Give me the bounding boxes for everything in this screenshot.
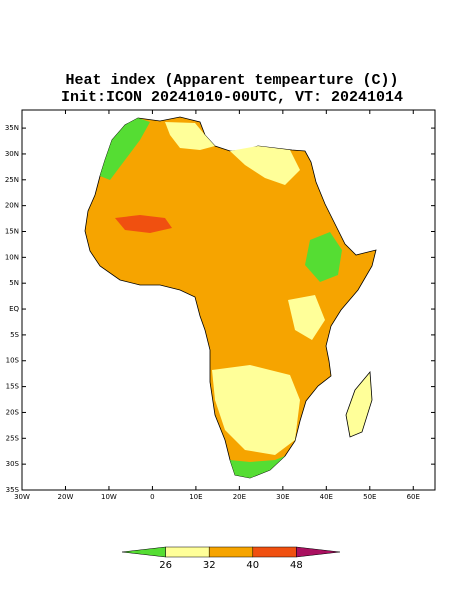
x-tick-label: 60E bbox=[407, 493, 420, 501]
colorbar-label: 48 bbox=[290, 560, 303, 571]
colorbar-swatch bbox=[208, 546, 254, 558]
green-zone bbox=[230, 456, 285, 478]
yellow-zone bbox=[230, 146, 300, 185]
yellow-zone bbox=[212, 365, 300, 455]
x-tick-label: 0 bbox=[150, 493, 154, 501]
x-tick-label: 40E bbox=[320, 493, 333, 501]
green-zone bbox=[100, 118, 150, 180]
y-tick-label: 20S bbox=[6, 408, 20, 416]
map-frame bbox=[21, 109, 436, 491]
y-tick-label: 35N bbox=[5, 124, 19, 132]
y-tick-label: 5N bbox=[9, 279, 19, 287]
colorbar-label: 26 bbox=[159, 560, 172, 571]
x-tick-label: 30W bbox=[14, 493, 30, 501]
x-tick-label: 30E bbox=[276, 493, 289, 501]
y-tick-label: 35S bbox=[6, 486, 20, 494]
y-tick-label: 15N bbox=[5, 227, 19, 235]
y-tick-label: 30N bbox=[5, 150, 19, 158]
red-zone bbox=[115, 215, 172, 233]
x-tick-label: 10W bbox=[101, 493, 117, 501]
x-tick-label: 20W bbox=[58, 493, 74, 501]
colorbar-swatch bbox=[296, 546, 341, 558]
colorbar-swatch bbox=[252, 546, 297, 558]
y-tick-label: 5S bbox=[10, 331, 19, 339]
y-tick-label: EQ bbox=[9, 305, 19, 313]
colorbar-label: 32 bbox=[203, 560, 216, 571]
y-tick-label: 30S bbox=[6, 460, 20, 468]
y-tick-label: 25N bbox=[5, 176, 19, 184]
y-tick-label: 10S bbox=[6, 357, 20, 365]
x-tick-label: 20E bbox=[233, 493, 246, 501]
y-tick-label: 20N bbox=[5, 202, 19, 210]
axes: 35N 30N 25N 20N 15N 10N 5N EQ 5S 10S 15S 20S 25S 30S 3… bbox=[5, 110, 435, 501]
colorbar-label: 40 bbox=[246, 560, 259, 571]
colorbar: 26 32 40 48 bbox=[121, 546, 341, 571]
madagascar bbox=[345, 370, 373, 438]
colorbar-swatch bbox=[165, 546, 210, 558]
x-tick-label: 50E bbox=[363, 493, 376, 501]
x-tick-label: 10E bbox=[189, 493, 202, 501]
title: Heat index (Apparent tempearture (C)) bbox=[65, 72, 398, 89]
yellow-zone bbox=[165, 122, 215, 150]
subtitle: Init:ICON 20241010-00UTC, VT: 20241014 bbox=[61, 89, 403, 106]
y-tick-label: 25S bbox=[6, 434, 20, 442]
y-tick-label: 10N bbox=[5, 253, 19, 261]
africa bbox=[84, 116, 377, 479]
y-tick-label: 15S bbox=[6, 383, 20, 391]
green-zone bbox=[305, 232, 342, 282]
yellow-zone bbox=[288, 295, 325, 340]
